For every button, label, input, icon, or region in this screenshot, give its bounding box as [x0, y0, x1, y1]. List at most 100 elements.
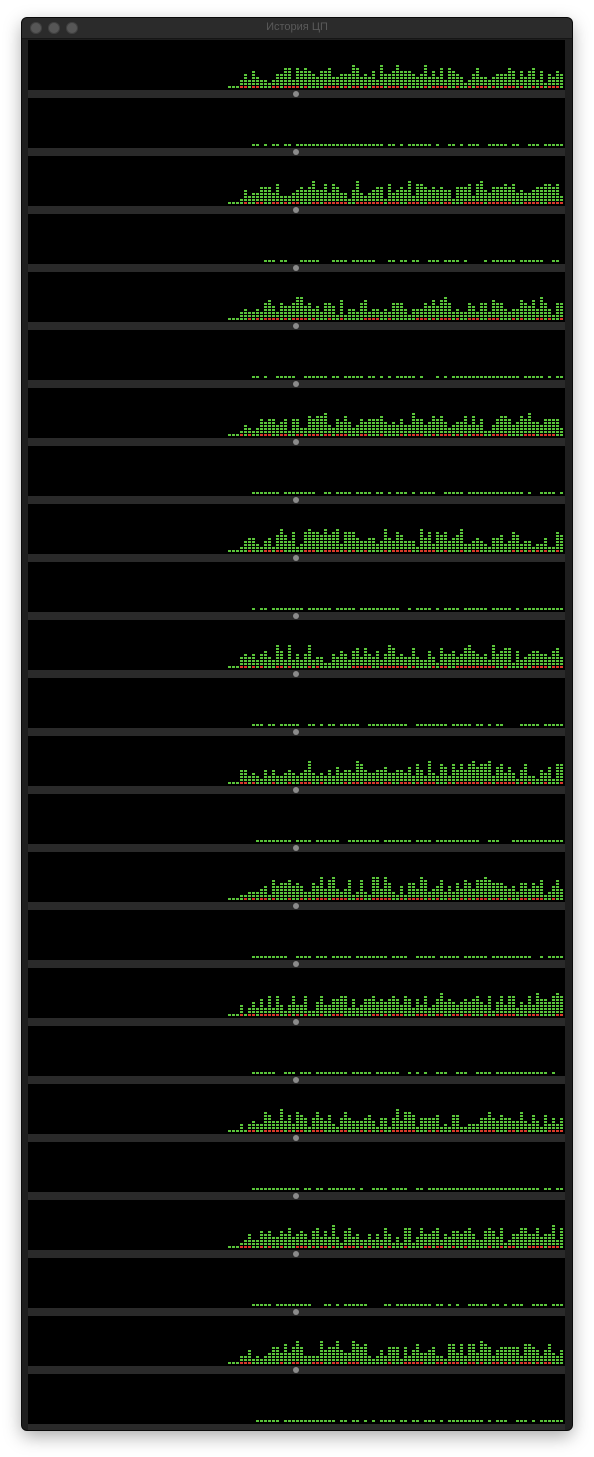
user-load-cell [472, 663, 475, 665]
pane-divider[interactable] [28, 496, 565, 504]
user-load-cell [260, 889, 263, 891]
core-history-bars [228, 529, 563, 552]
user-load-cell [452, 840, 455, 842]
divider-handle-icon[interactable] [293, 1193, 299, 1199]
pane-divider[interactable] [28, 728, 565, 736]
user-load-cell [432, 1005, 435, 1007]
user-load-cell [372, 425, 375, 427]
divider-handle-icon[interactable] [293, 961, 299, 967]
user-load-cell [272, 431, 275, 433]
user-load-cell [304, 779, 307, 781]
user-load-cell [388, 431, 391, 433]
pane-divider[interactable] [28, 1192, 565, 1200]
divider-handle-icon[interactable] [293, 91, 299, 97]
divider-handle-icon[interactable] [293, 207, 299, 213]
user-load-cell [432, 1011, 435, 1013]
user-load-cell [272, 309, 275, 311]
zoom-button[interactable] [66, 22, 78, 34]
user-load-cell [476, 77, 479, 79]
divider-handle-icon[interactable] [293, 787, 299, 793]
user-load-cell [496, 779, 499, 781]
user-load-cell [556, 199, 559, 201]
user-load-cell [236, 550, 239, 552]
divider-handle-icon[interactable] [293, 903, 299, 909]
pane-divider[interactable] [28, 148, 565, 156]
user-load-cell [368, 724, 371, 726]
pane-divider[interactable] [28, 438, 565, 446]
user-load-cell [536, 309, 539, 311]
pane-divider[interactable] [28, 1018, 565, 1026]
user-load-cell [416, 892, 419, 894]
user-load-cell [492, 1188, 495, 1190]
pane-divider[interactable] [28, 90, 565, 98]
user-load-cell [492, 431, 495, 433]
pane-divider[interactable] [28, 1134, 565, 1142]
user-load-cell [232, 550, 235, 552]
divider-handle-icon[interactable] [293, 729, 299, 735]
close-button[interactable] [30, 22, 42, 34]
system-load-cell [428, 1246, 431, 1248]
user-load-cell [276, 190, 279, 192]
divider-handle-icon[interactable] [293, 1135, 299, 1141]
user-load-cell [240, 657, 243, 659]
user-load-cell [316, 1008, 319, 1010]
system-load-cell [256, 318, 259, 320]
divider-handle-icon[interactable] [293, 439, 299, 445]
user-load-cell [488, 1115, 491, 1117]
divider-handle-icon[interactable] [293, 671, 299, 677]
pane-divider[interactable] [28, 380, 565, 388]
pane-divider[interactable] [28, 1076, 565, 1084]
user-load-cell [268, 300, 271, 302]
user-load-cell [324, 1240, 327, 1242]
pane-divider[interactable] [28, 264, 565, 272]
divider-handle-icon[interactable] [293, 323, 299, 329]
user-load-cell [456, 77, 459, 79]
system-load-cell [448, 782, 451, 784]
minimize-button[interactable] [48, 22, 60, 34]
divider-handle-icon[interactable] [293, 613, 299, 619]
user-load-cell [312, 660, 315, 662]
user-load-cell [424, 1002, 427, 1004]
title-bar[interactable]: История ЦП [22, 18, 572, 39]
user-load-cell [300, 428, 303, 430]
pane-divider[interactable] [28, 960, 565, 968]
pane-divider[interactable] [28, 206, 565, 214]
user-load-cell [276, 544, 279, 546]
divider-handle-icon[interactable] [293, 149, 299, 155]
pane-divider[interactable] [28, 554, 565, 562]
user-load-cell [544, 999, 547, 1001]
user-load-cell [408, 1243, 411, 1245]
user-load-cell [404, 431, 407, 433]
divider-handle-icon[interactable] [293, 265, 299, 271]
user-load-cell [528, 541, 531, 543]
divider-handle-icon[interactable] [293, 1019, 299, 1025]
divider-handle-icon[interactable] [293, 497, 299, 503]
user-load-cell [440, 538, 443, 540]
user-load-cell [260, 1237, 263, 1239]
user-load-cell [500, 492, 503, 494]
user-load-cell [244, 544, 247, 546]
pane-divider[interactable] [28, 612, 565, 620]
system-load-cell [308, 550, 311, 552]
user-load-cell [324, 306, 327, 308]
user-load-cell [452, 83, 455, 85]
user-load-cell [324, 83, 327, 85]
user-load-cell [332, 663, 335, 665]
divider-handle-icon[interactable] [293, 381, 299, 387]
divider-handle-icon[interactable] [293, 555, 299, 561]
user-load-cell [328, 1118, 331, 1120]
pane-divider[interactable] [28, 844, 565, 852]
pane-divider[interactable] [28, 902, 565, 910]
pane-divider[interactable] [28, 786, 565, 794]
user-load-cell [292, 434, 295, 436]
system-load-cell [460, 898, 463, 900]
user-load-cell [492, 538, 495, 540]
divider-handle-icon[interactable] [293, 1077, 299, 1083]
user-load-cell [308, 648, 311, 650]
user-load-cell [424, 306, 427, 308]
user-load-cell [352, 1240, 355, 1242]
pane-divider[interactable] [28, 322, 565, 330]
user-load-cell [432, 187, 435, 189]
divider-handle-icon[interactable] [293, 845, 299, 851]
pane-divider[interactable] [28, 670, 565, 678]
